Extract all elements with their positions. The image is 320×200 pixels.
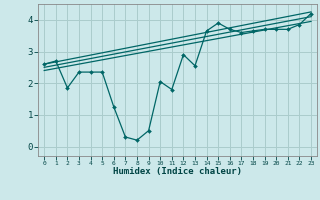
X-axis label: Humidex (Indice chaleur): Humidex (Indice chaleur) [113,167,242,176]
